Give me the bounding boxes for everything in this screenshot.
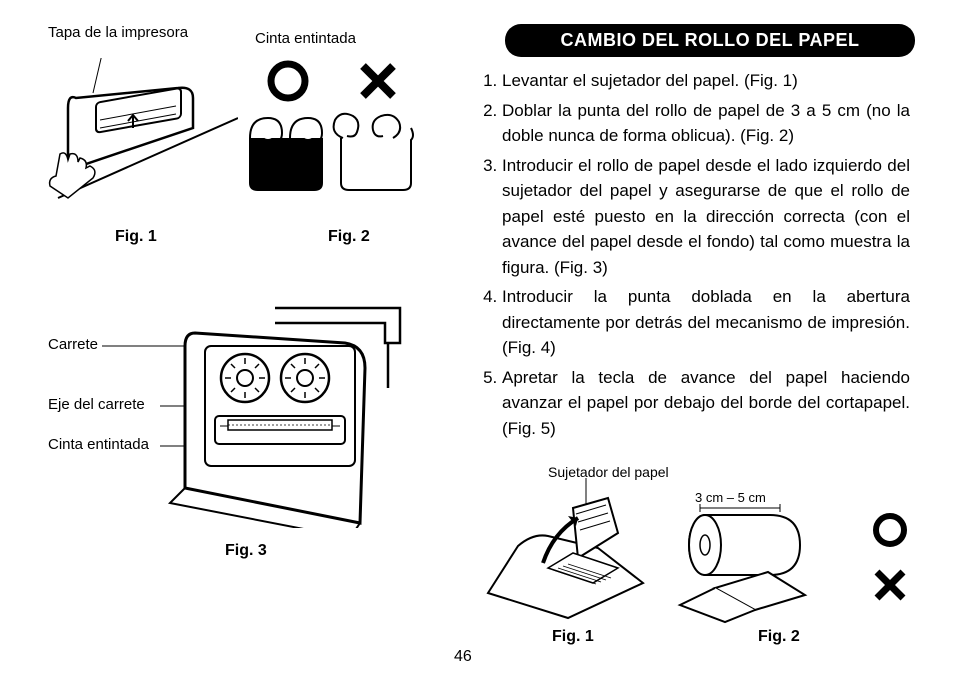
section-banner: CAMBIO DEL ROLLO DEL PAPEL bbox=[505, 24, 915, 57]
step-1: Levantar el sujetador del papel. (Fig. 1… bbox=[502, 68, 910, 94]
step-4: Introducir la punta doblada en la abertu… bbox=[502, 284, 910, 361]
step-3: Introducir el rollo de papel desde el la… bbox=[502, 153, 910, 281]
fig-1-caption-bottom: Fig. 1 bbox=[552, 628, 594, 646]
page-number: 46 bbox=[454, 648, 472, 666]
cross-icon bbox=[355, 58, 401, 104]
label-inked-ribbon-top: Cinta entintada bbox=[255, 30, 356, 47]
fig-1-caption-top: Fig. 1 bbox=[115, 228, 157, 246]
step-2: Doblar la punta del rollo de papel de 3 … bbox=[502, 98, 910, 149]
figure-2-diagram bbox=[240, 108, 420, 203]
label-printer-cover: Tapa de la impresora bbox=[48, 24, 188, 41]
figure-1-diagram bbox=[38, 58, 238, 213]
figure-1b-diagram bbox=[478, 478, 653, 623]
step-5: Apretar la tecla de avance del papel hac… bbox=[502, 365, 910, 442]
figure-3-diagram bbox=[100, 298, 420, 528]
cross-icon bbox=[870, 565, 910, 605]
fig-3-caption: Fig. 3 bbox=[225, 542, 267, 560]
manual-page: Tapa de la impresora Cinta entintada bbox=[0, 0, 954, 677]
figure-2b-diagram bbox=[650, 490, 860, 625]
steps-list: Levantar el sujetador del papel. (Fig. 1… bbox=[480, 68, 910, 445]
fig-2-caption-bottom: Fig. 2 bbox=[758, 628, 800, 646]
label-carrete: Carrete bbox=[48, 336, 98, 353]
fig-2-caption-top: Fig. 2 bbox=[328, 228, 370, 246]
ok-icon bbox=[870, 510, 910, 550]
ok-icon bbox=[265, 58, 311, 104]
